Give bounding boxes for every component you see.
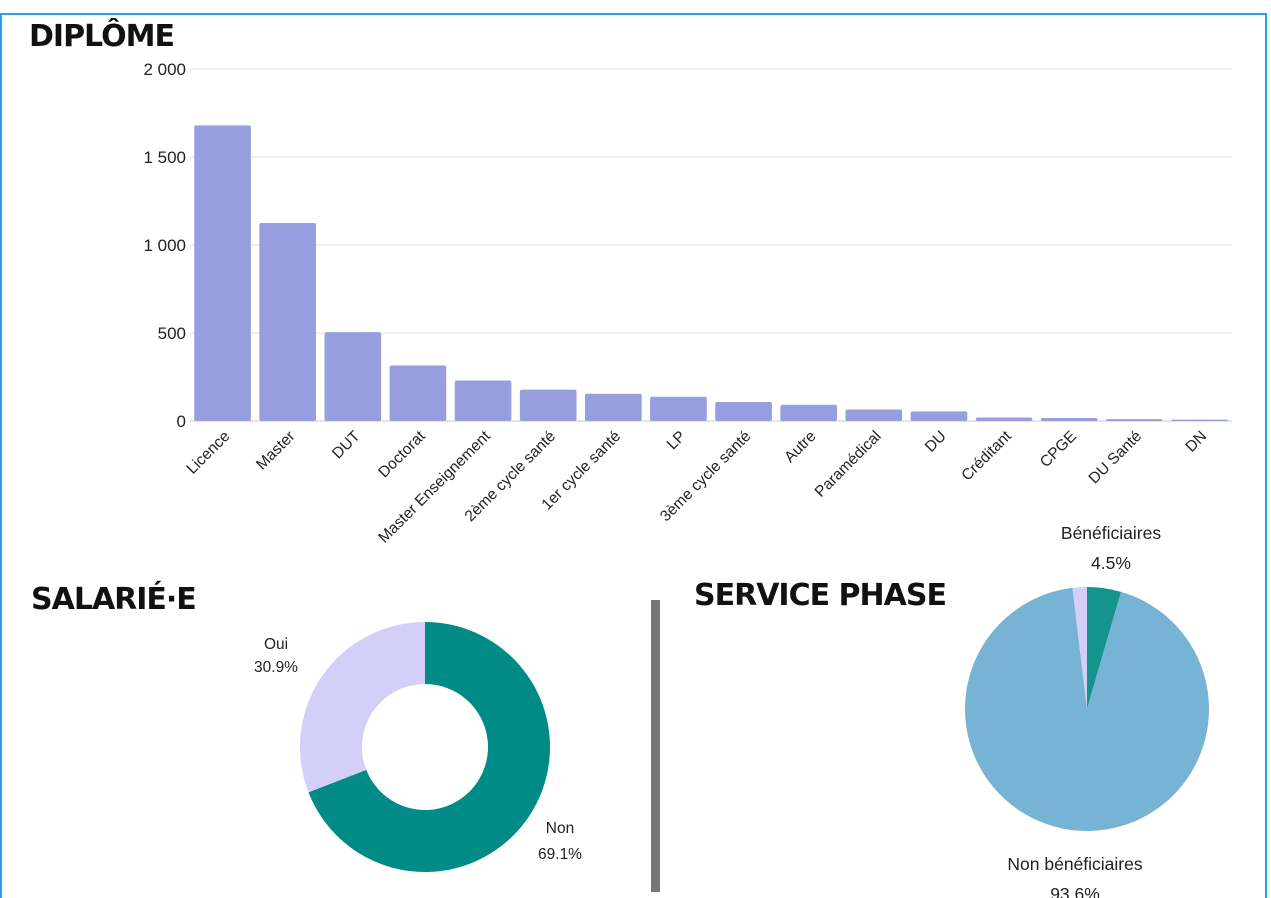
bar: [780, 404, 838, 421]
bar: [1171, 419, 1228, 421]
bar: [519, 389, 577, 421]
bar: [454, 380, 512, 421]
bar: [975, 417, 1033, 421]
bar: [650, 396, 707, 421]
bar: [324, 332, 382, 421]
x-tick-label: Paramédical: [812, 428, 885, 501]
slice-value-non-beneficiaires: 93.6%: [1050, 884, 1100, 898]
x-tick-label: Licence: [184, 428, 234, 478]
bar: [910, 411, 968, 421]
bar: [194, 125, 251, 421]
y-tick-label: 0: [177, 412, 186, 431]
slice-value-beneficiaires: 4.5%: [1091, 553, 1131, 573]
chart-frame: [0, 13, 1267, 898]
x-tick-label: CPGE: [1037, 428, 1080, 471]
slice-label-non: Non: [546, 820, 574, 837]
service-phase-pie-chart: Bénéficiaires 4.5% Non bénéficiaires 93.6%: [965, 523, 1209, 898]
slice-value-non: 69.1%: [538, 846, 582, 863]
slice-value-oui: 30.9%: [254, 659, 298, 676]
x-tick-label: Autre: [781, 428, 819, 466]
bar: [1105, 419, 1163, 421]
y-tick-label: 2 000: [143, 60, 186, 79]
donut-slice-oui: [299, 622, 425, 793]
x-tick-label: DUT: [329, 427, 364, 462]
y-tick-label: 1 500: [143, 148, 186, 167]
diplome-bar-chart: 0 500 1 000 1 500 2 000 Licence Master DUT Docto…: [143, 60, 1232, 546]
donut-slice-non: [308, 622, 550, 872]
x-tick-label: Créditant: [958, 427, 1015, 484]
y-tick-label: 500: [158, 324, 186, 343]
x-tick-label: Master: [253, 428, 299, 474]
salarie-title: SALARIÉ·E: [31, 582, 197, 617]
x-tick-label: DN: [1182, 428, 1210, 456]
pie-slice-other: [1072, 587, 1087, 709]
x-tick-label: Master Enseignement: [375, 427, 494, 546]
slice-label-non-beneficiaires: Non bénéficiaires: [1007, 854, 1142, 874]
diplome-title: DIPLÔME: [29, 19, 175, 54]
section-divider: [651, 600, 660, 892]
bar: [845, 409, 903, 421]
bar: [715, 401, 772, 421]
service-phase-title: SERVICE PHASE: [694, 578, 947, 613]
bar: [584, 393, 642, 421]
pie-slice-beneficiaires: [1087, 587, 1122, 709]
salarie-donut-chart: Oui 30.9% Non 69.1%: [254, 622, 582, 872]
y-tick-label: 1 000: [143, 236, 186, 255]
bar: [389, 365, 447, 421]
x-tick-label: DU Santé: [1086, 428, 1146, 488]
x-tick-label: Doctorat: [375, 427, 429, 481]
x-tick-label: LP: [664, 428, 689, 453]
pie-slice-non-beneficiaires: [965, 587, 1209, 831]
bar: [1040, 418, 1098, 421]
x-tick-label: DU: [922, 428, 950, 456]
slice-label-oui: Oui: [264, 636, 288, 653]
slice-label-beneficiaires: Bénéficiaires: [1061, 523, 1161, 543]
bar: [259, 223, 317, 421]
